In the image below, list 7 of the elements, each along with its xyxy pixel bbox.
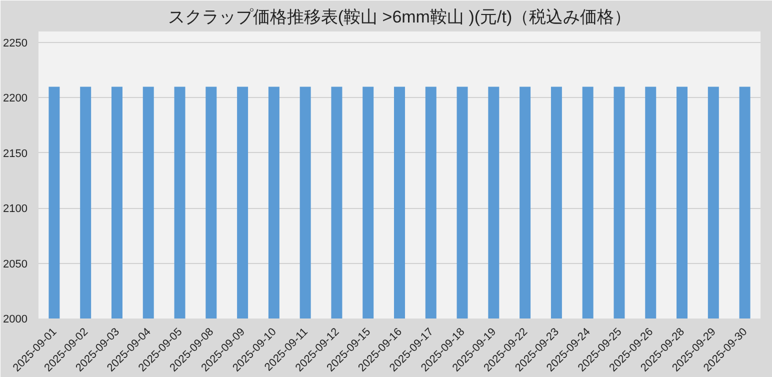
y-tick-label: 2150 <box>3 148 28 160</box>
y-tick-label: 2200 <box>3 92 28 105</box>
y-tick-label: 2050 <box>3 258 28 270</box>
y-tick-label: 2100 <box>3 203 28 216</box>
y-tick-label: 2250 <box>3 38 28 50</box>
y-tick-label: 2000 <box>3 314 28 326</box>
chart-title: スクラップ価格推移表(鞍山 >6mm鞍山 )(元/t)（税込み価格） <box>168 8 632 26</box>
